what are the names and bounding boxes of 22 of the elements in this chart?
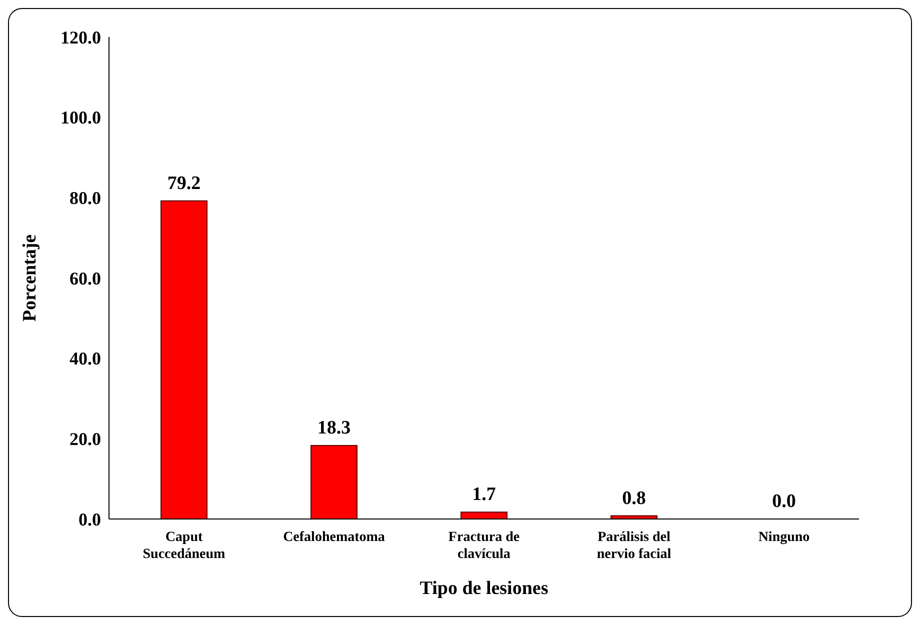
- x-tick-label: Cefalohematoma: [283, 530, 385, 545]
- bar: [160, 200, 208, 519]
- y-tick-label: 100.0: [60, 108, 101, 128]
- x-tick-label: Fractura de clavícula: [448, 530, 520, 562]
- y-tick-label: 40.0: [70, 348, 101, 369]
- x-tick-label: Parálisis del nervio facial: [596, 530, 672, 562]
- data-label: 79.2: [167, 172, 201, 194]
- data-label: 0.8: [622, 488, 646, 509]
- x-axis-title: Tipo de lesiones: [420, 578, 548, 599]
- y-tick-label: 80.0: [70, 188, 101, 208]
- y-tick-label: 120.0: [60, 27, 101, 48]
- y-axis-title: Porcentaje: [20, 234, 41, 322]
- x-tick-label: Caput Succedáneum: [142, 530, 226, 562]
- y-tick-label: 20.0: [70, 429, 101, 450]
- data-label: 18.3: [317, 417, 351, 438]
- bar: [460, 512, 508, 519]
- data-label: 1.7: [472, 484, 496, 506]
- x-tick-label: Ninguno: [758, 530, 810, 545]
- bar: [310, 444, 358, 519]
- y-tick-label: 0.0: [78, 509, 101, 530]
- data-label: 0.0: [772, 491, 796, 512]
- y-tick-label: 60.0: [70, 268, 101, 288]
